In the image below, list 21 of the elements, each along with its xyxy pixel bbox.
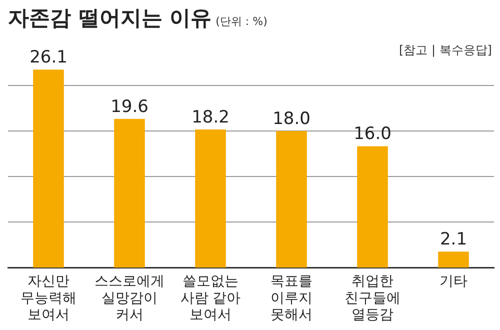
data-label: 2.1 [440,230,468,250]
x-tick-label: 스스로에게 실망감이 커서 [94,274,164,324]
x-tick-label: 자신만 무능력해 보여서 [20,274,76,324]
chart-title: 자존감 떨어지는 이유 [8,6,212,30]
text: [참고 | 복수응답] [398,42,492,59]
bar [276,131,307,268]
bar [438,252,469,268]
data-label: 16.0 [354,124,392,144]
x-tick-label: 목표를 이루지 못해서 [270,274,312,324]
x-tick-label: 쓸모없는 사람 같아 보여서 [180,274,241,324]
bar [114,118,145,268]
data-label: 26.1 [30,48,68,68]
data-label: 19.6 [110,96,148,117]
chart-subtitle: (단위 : %) [216,15,268,28]
x-tick-label: 취업한 친구들에 열등감 [344,274,400,324]
bar [357,146,388,268]
data-label: 18.2 [192,107,230,128]
bar [33,70,64,268]
data-label: 18.0 [272,108,310,129]
x-tick-label: 기타 [440,274,468,290]
bar [195,130,226,268]
